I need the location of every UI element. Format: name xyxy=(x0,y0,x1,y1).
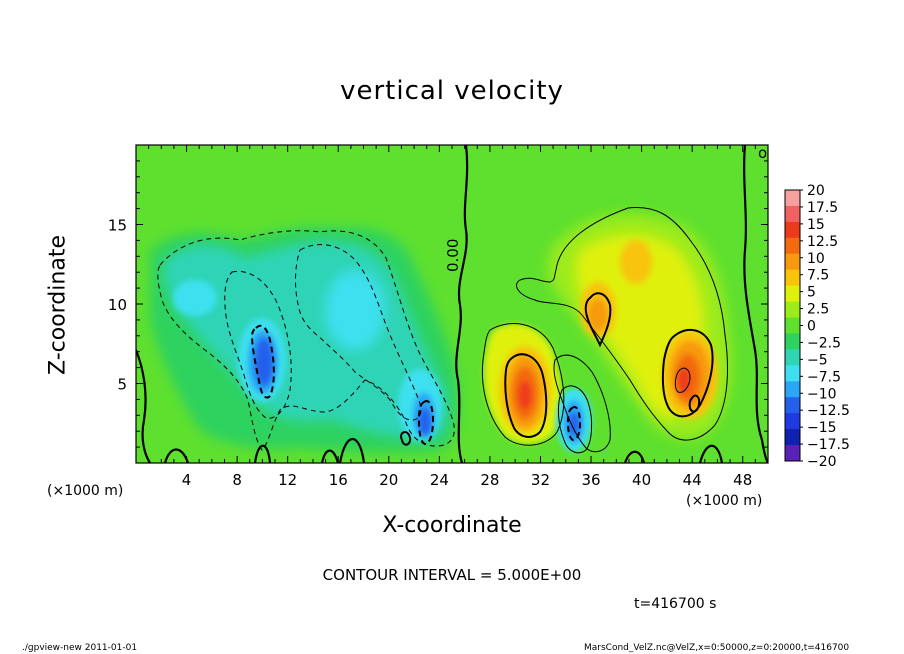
colorbar: 2017.51512.5107.552.50−2.5−5−7.5−10−12.5… xyxy=(784,183,850,470)
zero-contour-left-edge xyxy=(136,349,151,463)
y-tick-label: 10 xyxy=(108,296,127,314)
colorbar-label: 2.5 xyxy=(807,302,829,318)
y-axis-label: Z-coordinate xyxy=(45,235,71,375)
x-tick-label: 40 xyxy=(632,471,651,489)
colorbar-swatch xyxy=(785,221,800,239)
contour-value-label: 0.00 xyxy=(444,239,462,272)
positive-contour-10-left xyxy=(504,353,548,438)
x-tick-label: 44 xyxy=(683,471,702,489)
colorbar-swatch xyxy=(785,349,800,366)
zero-contour-right-edge xyxy=(743,145,768,463)
colorbar-swatch xyxy=(785,317,800,334)
positive-contour-15-right xyxy=(674,367,691,393)
colorbar-swatch xyxy=(785,333,800,350)
zero-contour-small-loop xyxy=(400,431,412,446)
positive-cell-right-peak xyxy=(678,368,690,392)
colorbar-label: 20 xyxy=(807,183,825,199)
negative-contour-center xyxy=(295,244,422,421)
colorbar-swatch xyxy=(785,253,800,271)
negative-contour-10-left xyxy=(250,324,275,399)
positive-contour-lower-loop xyxy=(553,354,611,453)
negative-contour-left-outer xyxy=(157,230,455,451)
colorbar-label: −10 xyxy=(807,386,837,402)
x-axis-ticks: 4 8 12 16 20 24 28 32 36 40 44 48 xyxy=(135,145,769,489)
contour-interval-label: CONTOUR INTERVAL = 5.000E+00 xyxy=(322,566,582,584)
colorbar-swatch xyxy=(785,429,800,446)
zero-contour-bottom-bumps xyxy=(163,438,724,463)
x-tick-label: 28 xyxy=(480,471,499,489)
colorbar-label: 17.5 xyxy=(807,200,838,216)
colorbar-label: 7.5 xyxy=(807,268,829,284)
x-unit-label-right: (×1000 m) xyxy=(686,493,763,509)
negative-contour-left-inner xyxy=(224,270,292,419)
colorbar-label: −5 xyxy=(807,352,828,368)
colorbar-swatch xyxy=(785,445,800,462)
colorbar-swatch xyxy=(785,301,800,319)
colorbar-label: −12.5 xyxy=(807,403,850,419)
colorbar-swatch xyxy=(785,365,800,382)
colorbar-swatch xyxy=(785,413,800,430)
colorbar-swatch xyxy=(785,285,800,303)
colorbar-label: −17.5 xyxy=(807,437,850,453)
x-unit-label-left: (×1000 m) xyxy=(47,483,124,499)
colorbar-label: −15 xyxy=(807,420,837,436)
colorbar-label: 0 xyxy=(807,319,816,335)
colorbar-swatch xyxy=(785,381,800,398)
x-tick-label: 32 xyxy=(531,471,550,489)
positive-contour-left xyxy=(481,323,565,446)
colorbar-label: −20 xyxy=(807,454,837,470)
chart-title: vertical velocity xyxy=(340,76,564,106)
positive-cell-upper-secondary xyxy=(620,240,652,284)
colorbar-label: −7.5 xyxy=(807,369,841,385)
colorbar-label: −2.5 xyxy=(807,335,841,351)
y-axis-ticks: 5 10 15 xyxy=(108,144,768,464)
footer-file-info: MarsCond_VelZ.nc@VelZ,x=0:50000,z=0:2000… xyxy=(584,643,850,653)
colorbar-swatch xyxy=(785,269,800,287)
colorbar-swatch xyxy=(785,237,800,255)
x-tick-label: 36 xyxy=(581,471,600,489)
x-tick-label: 12 xyxy=(278,471,297,489)
colorbar-swatch xyxy=(785,190,800,207)
negative-contour-10-center xyxy=(417,400,435,446)
positive-cell-upper-core xyxy=(588,299,608,331)
negative-cell-right-core xyxy=(569,412,579,436)
zero-contour-main xyxy=(455,145,469,463)
time-label: t=416700 s xyxy=(634,596,717,612)
colorbar-swatch xyxy=(785,397,800,414)
colorbar-label: 5 xyxy=(807,285,816,301)
x-tick-label: 48 xyxy=(733,471,752,489)
negative-cell-center-core xyxy=(419,408,431,436)
negative-cell-upper-left xyxy=(173,280,217,316)
y-tick-label: 15 xyxy=(108,217,127,235)
y-tick-label: 5 xyxy=(117,376,127,394)
positive-contour-10-right xyxy=(661,329,714,418)
positive-cell-left-peak xyxy=(519,381,531,409)
positive-contour-upper xyxy=(516,206,729,441)
positive-contour-10-upper xyxy=(584,292,612,348)
positive-contour-15-small xyxy=(688,394,701,413)
colorbar-label: 10 xyxy=(807,251,825,267)
corner-marker: o xyxy=(758,144,767,162)
x-tick-label: 8 xyxy=(232,471,242,489)
footer-program-info: ./gpview-new 2011-01-01 xyxy=(22,643,138,653)
x-tick-label: 4 xyxy=(182,471,192,489)
negative-cell-left-core xyxy=(255,338,273,386)
contour-layer xyxy=(136,145,768,463)
x-tick-label: 24 xyxy=(430,471,449,489)
negative-contour-10-right xyxy=(566,406,582,442)
colorbar-swatch xyxy=(785,205,800,223)
x-tick-label: 20 xyxy=(379,471,398,489)
x-tick-label: 16 xyxy=(329,471,348,489)
negative-cell-upper-mid xyxy=(325,270,385,350)
colorbar-label: 15 xyxy=(807,217,825,233)
x-axis-label: X-coordinate xyxy=(382,513,522,538)
negative-contour-right-outer xyxy=(557,385,593,454)
colorbar-label: 12.5 xyxy=(807,234,838,250)
